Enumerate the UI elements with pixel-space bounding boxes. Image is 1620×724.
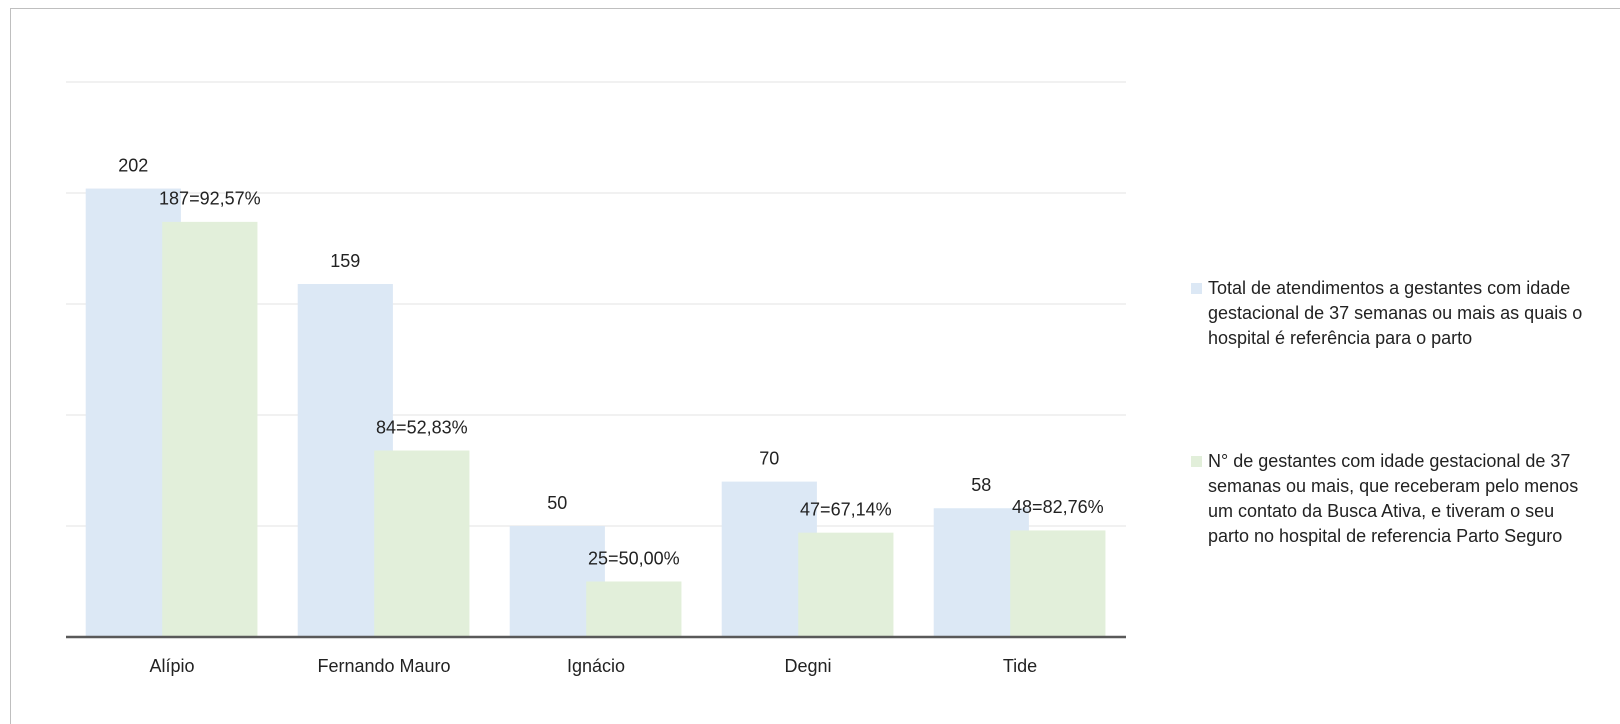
data-label: 47=67,14% (800, 499, 892, 519)
data-label: 159 (330, 251, 360, 271)
legend-swatch (1191, 283, 1202, 294)
x-tick-label: Alípio (149, 656, 194, 676)
bar (1010, 530, 1106, 637)
legend-item: Total de atendimentos a gestantes com id… (1191, 276, 1598, 351)
data-label: 187=92,57% (159, 189, 261, 209)
data-label: 70 (759, 448, 779, 468)
legend-label: Total de atendimentos a gestantes com id… (1208, 278, 1583, 348)
x-tick-label: Degni (784, 656, 831, 676)
legend-item: N° de gestantes com idade gestacional de… (1191, 449, 1598, 549)
legend-label: N° de gestantes com idade gestacional de… (1208, 451, 1579, 546)
x-tick-label: Tide (1003, 656, 1037, 676)
x-tick-label: Fernando Mauro (317, 656, 450, 676)
bar (586, 581, 682, 637)
data-label: 25=50,00% (588, 548, 680, 568)
frame (10, 8, 1620, 724)
data-label: 50 (547, 493, 567, 513)
data-label: 84=52,83% (376, 417, 468, 437)
data-label: 202 (118, 155, 148, 175)
bar (162, 221, 258, 638)
bar (374, 450, 470, 637)
bar (798, 532, 894, 637)
legend-swatch (1191, 456, 1202, 467)
data-label: 48=82,76% (1012, 497, 1104, 517)
x-tick-label: Ignácio (567, 656, 625, 676)
data-label: 58 (971, 475, 991, 495)
